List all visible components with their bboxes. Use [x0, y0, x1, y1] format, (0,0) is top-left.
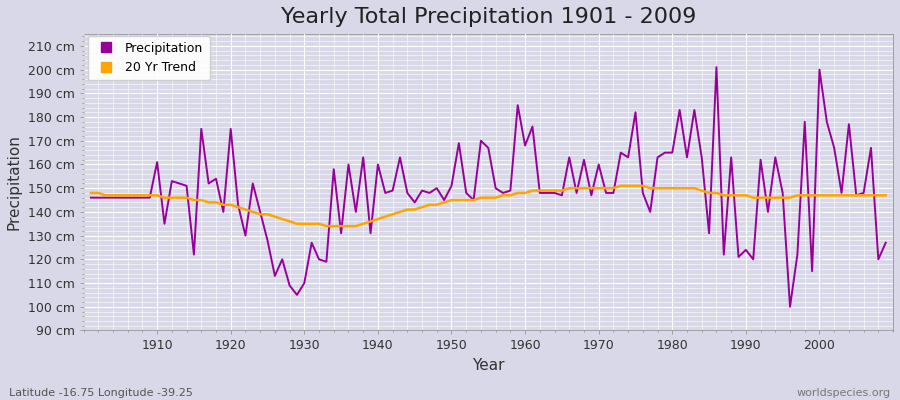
- X-axis label: Year: Year: [472, 358, 505, 373]
- Y-axis label: Precipitation: Precipitation: [7, 134, 22, 230]
- Legend: Precipitation, 20 Yr Trend: Precipitation, 20 Yr Trend: [87, 36, 210, 80]
- Text: worldspecies.org: worldspecies.org: [796, 388, 891, 398]
- Title: Yearly Total Precipitation 1901 - 2009: Yearly Total Precipitation 1901 - 2009: [281, 7, 696, 27]
- Text: Latitude -16.75 Longitude -39.25: Latitude -16.75 Longitude -39.25: [9, 388, 193, 398]
